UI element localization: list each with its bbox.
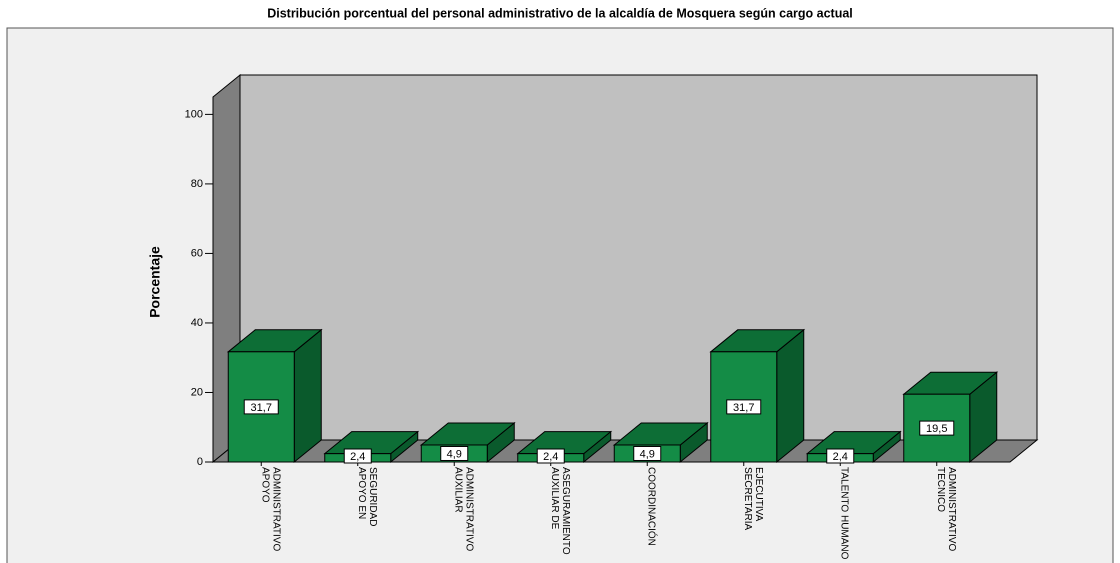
value-label: 2,4 <box>543 451 558 463</box>
value-label-box <box>726 399 762 415</box>
y-tick-label: 60 <box>191 247 203 259</box>
bar-side <box>776 328 805 464</box>
value-label: 4,9 <box>640 448 655 460</box>
y-axis-title: Porcentaje <box>147 246 163 318</box>
value-label-box <box>919 420 955 436</box>
value-label-box <box>343 448 372 464</box>
value-label-box <box>633 445 662 461</box>
x-tick-label: SECRETARIAEJECUTIVA <box>742 467 764 530</box>
bar-side <box>293 328 322 464</box>
y-tick-label: 0 <box>197 456 203 468</box>
y-tick-label: 40 <box>191 317 203 329</box>
x-tick-label: AUXILIARADMINISTRATIVO <box>453 467 475 551</box>
value-label: 2,4 <box>350 451 365 463</box>
value-label: 2,4 <box>833 451 848 463</box>
x-tick-label: COORDINACIÓN <box>646 467 659 546</box>
x-tick-label: TALENTO HUMANO <box>839 467 850 560</box>
value-label: 4,9 <box>447 448 462 460</box>
x-tick-label: TECNICOADMINISTRATIVO <box>935 467 957 551</box>
x-tick-label: APOYO ENSEGURIDAD <box>356 467 378 526</box>
chart-title: Distribución porcentual del personal adm… <box>267 6 853 20</box>
value-label-box <box>243 399 279 415</box>
value-label: 19,5 <box>926 423 947 435</box>
value-label: 31,7 <box>733 402 754 414</box>
value-label-box <box>440 445 469 461</box>
value-label: 31,7 <box>251 402 272 414</box>
y-tick-label: 80 <box>191 178 203 190</box>
x-tick-label: APOYOADMINISTRATIVO <box>260 467 282 551</box>
y-tick-label: 20 <box>191 386 203 398</box>
y-tick-label: 100 <box>185 108 203 120</box>
x-tick-label: AUXILIAR DEASEGURAMIENTO <box>549 467 571 555</box>
value-label-box <box>826 448 855 464</box>
value-label-box <box>536 448 565 464</box>
